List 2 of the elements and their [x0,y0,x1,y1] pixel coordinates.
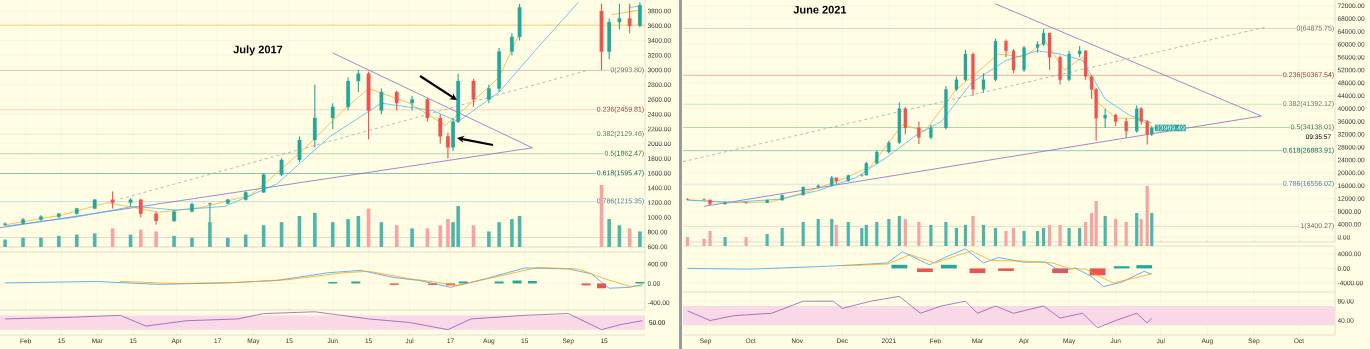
annotation: June 2021 [793,5,847,14]
annotation: July 2017 [233,45,283,56]
